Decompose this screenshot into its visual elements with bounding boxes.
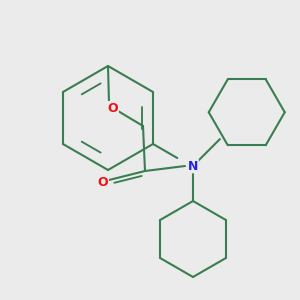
Text: O: O bbox=[98, 176, 108, 190]
Text: O: O bbox=[108, 101, 118, 115]
Text: N: N bbox=[188, 160, 198, 172]
